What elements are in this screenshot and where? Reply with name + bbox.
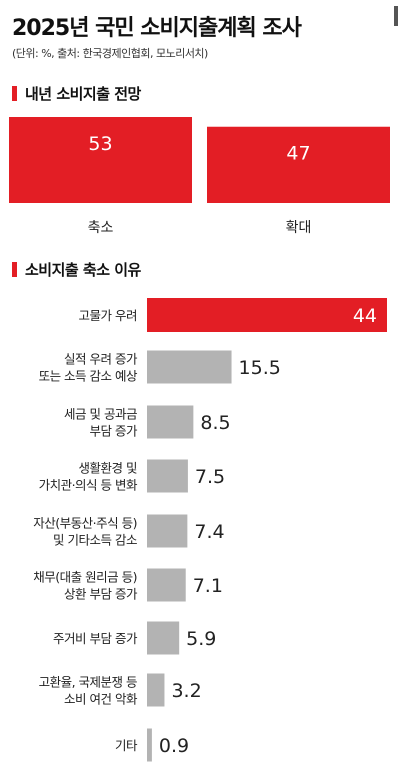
- outlook-category-label: 확대: [286, 220, 312, 236]
- reason-category-label: 실적 우려 증가: [64, 352, 138, 367]
- reason-value-label: 44: [353, 305, 377, 327]
- outlook-category-label: 축소: [88, 220, 114, 236]
- reason-bar: [147, 514, 188, 548]
- reason-value-label: 15.5: [239, 357, 281, 379]
- reason-category-label: 가치관·의식 등 변화: [39, 478, 138, 493]
- reason-bar: [147, 298, 387, 332]
- reason-category-label: 고환율, 국제분쟁 등: [39, 675, 137, 690]
- outlook-value-label: 53: [88, 133, 112, 155]
- reason-bar: [147, 405, 194, 439]
- reason-category-label: 기타: [115, 738, 138, 753]
- reason-category-label: 채무(대출 원리금 등): [33, 570, 137, 585]
- reason-category-label: 및 기타소득 감소: [53, 533, 137, 548]
- corner-rule: [394, 6, 398, 26]
- source-note: (단위: %, 출처: 한국경제인협회, 모노리서치): [12, 47, 208, 60]
- chart-title: 2025년 국민 소비지출계획 조사: [12, 16, 302, 41]
- reason-bar: [147, 621, 180, 655]
- reason-category-label: 생활환경 및: [79, 461, 137, 476]
- reason-bar: [147, 459, 188, 493]
- reason-value-label: 0.9: [159, 735, 189, 757]
- reason-bar: [147, 728, 152, 762]
- reason-category-label: 또는 소득 감소 예상: [39, 369, 138, 384]
- reason-category-label: 주거비 부담 증가: [53, 631, 138, 646]
- section-outlook: 내년 소비지출 전망: [12, 83, 141, 104]
- reason-value-label: 3.2: [171, 680, 201, 702]
- section-reasons: 소비지출 축소 이유: [12, 259, 141, 280]
- reason-category-label: 부담 증가: [90, 424, 138, 439]
- reason-category-label: 상환 부담 증가: [64, 587, 138, 602]
- outlook-bar: [9, 117, 192, 203]
- reason-value-label: 7.4: [194, 521, 224, 543]
- reason-category-label: 자산(부동산·주식 등): [33, 516, 137, 531]
- reason-value-label: 7.5: [195, 466, 225, 488]
- outlook-bar: [207, 126, 390, 203]
- section-marker: [12, 86, 17, 101]
- section-marker: [12, 262, 17, 277]
- section-outlook-label: 내년 소비지출 전망: [25, 85, 141, 103]
- reason-value-label: 8.5: [200, 412, 230, 434]
- reason-category-label: 세금 및 공과금: [64, 407, 137, 422]
- outlook-value-label: 47: [286, 143, 310, 165]
- reason-value-label: 5.9: [186, 628, 216, 650]
- section-reasons-label: 소비지출 축소 이유: [25, 261, 141, 279]
- reason-bar: [147, 673, 165, 707]
- reason-category-label: 고물가 우려: [79, 308, 137, 323]
- reason-bar: [147, 350, 232, 384]
- reason-value-label: 7.1: [193, 575, 223, 597]
- reason-category-label: 소비 여건 악화: [64, 692, 138, 707]
- reason-bar: [147, 568, 186, 602]
